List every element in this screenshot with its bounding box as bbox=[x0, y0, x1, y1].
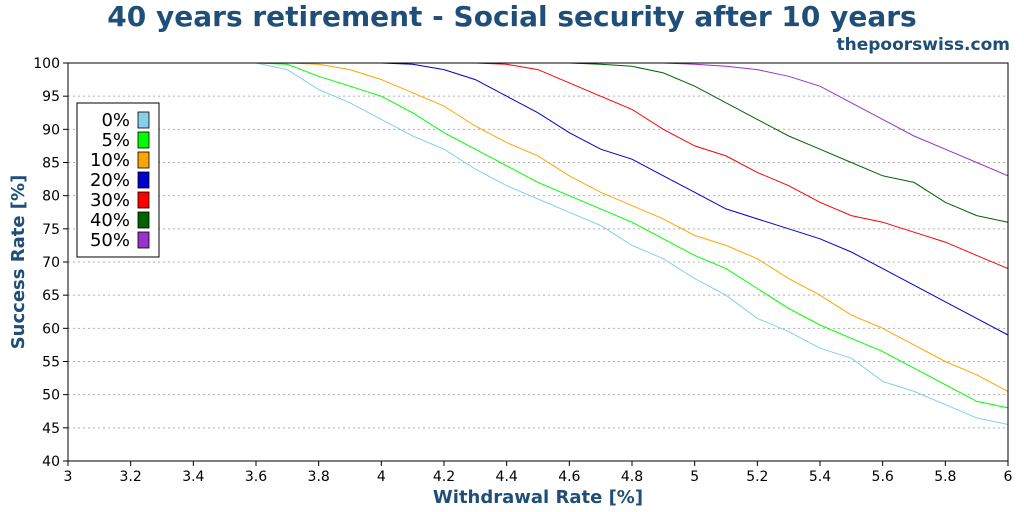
x-tick-label: 4.8 bbox=[621, 469, 643, 485]
chart-title: 40 years retirement - Social security af… bbox=[107, 0, 917, 33]
legend-swatch bbox=[137, 191, 150, 209]
x-tick-label: 4.4 bbox=[496, 469, 518, 485]
legend-label: 50% bbox=[90, 230, 130, 251]
x-tick-label: 3.6 bbox=[245, 469, 267, 485]
legend: 0%5%10%20%30%40%50% bbox=[76, 102, 160, 258]
x-tick-label: 3.4 bbox=[182, 469, 204, 485]
legend-swatch bbox=[137, 171, 150, 189]
x-tick-label: 4.2 bbox=[433, 469, 455, 485]
series-line-50pct bbox=[68, 62, 1009, 177]
x-tick-label: 5.8 bbox=[934, 469, 956, 485]
legend-label: 40% bbox=[90, 210, 130, 231]
legend-swatch bbox=[137, 211, 150, 229]
legend-swatch bbox=[137, 131, 150, 149]
x-tick-label: 4 bbox=[377, 469, 386, 485]
legend-label: 10% bbox=[90, 150, 130, 171]
x-tick-label: 3 bbox=[64, 469, 73, 485]
x-tick-label: 4.6 bbox=[558, 469, 580, 485]
y-tick-label: 90 bbox=[42, 122, 60, 138]
y-tick-label: 80 bbox=[42, 189, 60, 205]
x-axis-title: Withdrawal Rate [%] bbox=[433, 487, 643, 508]
series-line-5pct bbox=[68, 62, 1009, 409]
series-line-30pct bbox=[68, 62, 1009, 270]
legend-swatch bbox=[137, 111, 150, 129]
x-tick-label: 5.6 bbox=[872, 469, 894, 485]
series-line-40pct bbox=[68, 62, 1009, 223]
y-axis-title: Success Rate [%] bbox=[8, 175, 29, 350]
x-tick-label: 3.8 bbox=[308, 469, 330, 485]
y-tick-label: 40 bbox=[42, 454, 60, 470]
y-tick-label: 50 bbox=[42, 388, 60, 404]
x-tick-label: 5 bbox=[690, 469, 699, 485]
legend-label: 5% bbox=[101, 130, 130, 151]
x-tick-label: 5.4 bbox=[809, 469, 831, 485]
legend-label: 30% bbox=[90, 190, 130, 211]
y-tick-label: 70 bbox=[42, 255, 60, 271]
y-tick-label: 65 bbox=[42, 288, 60, 304]
y-tick-label: 60 bbox=[42, 321, 60, 337]
x-tick-label: 6 bbox=[1004, 469, 1013, 485]
legend-label: 0% bbox=[101, 110, 130, 131]
watermark-text: thepoorswiss.com bbox=[836, 35, 1011, 55]
legend-swatch bbox=[137, 231, 150, 249]
grid-lines bbox=[68, 95, 1008, 429]
y-tick-label: 45 bbox=[42, 421, 60, 437]
y-tick-label: 95 bbox=[42, 89, 60, 105]
y-tick-label: 55 bbox=[42, 355, 60, 371]
series-line-0pct bbox=[68, 62, 1009, 425]
x-tick-label: 3.2 bbox=[120, 469, 142, 485]
x-axis-ticks: 3 3.2 3.4 3.6 3.8 4 4.2 4.4 4.6 4.8 5 5.2 5.4 5.6 5.8 6 bbox=[64, 461, 1013, 485]
legend-label: 20% bbox=[90, 170, 130, 191]
legend-swatch bbox=[137, 151, 150, 169]
series-lines bbox=[68, 62, 1009, 425]
y-tick-label: 75 bbox=[42, 222, 60, 238]
y-tick-label: 85 bbox=[42, 156, 60, 172]
x-tick-label: 5.2 bbox=[746, 469, 768, 485]
y-axis-ticks: 40 45 50 55 60 65 70 75 80 85 90 95 100 bbox=[33, 56, 68, 470]
y-tick-label: 100 bbox=[33, 56, 60, 72]
